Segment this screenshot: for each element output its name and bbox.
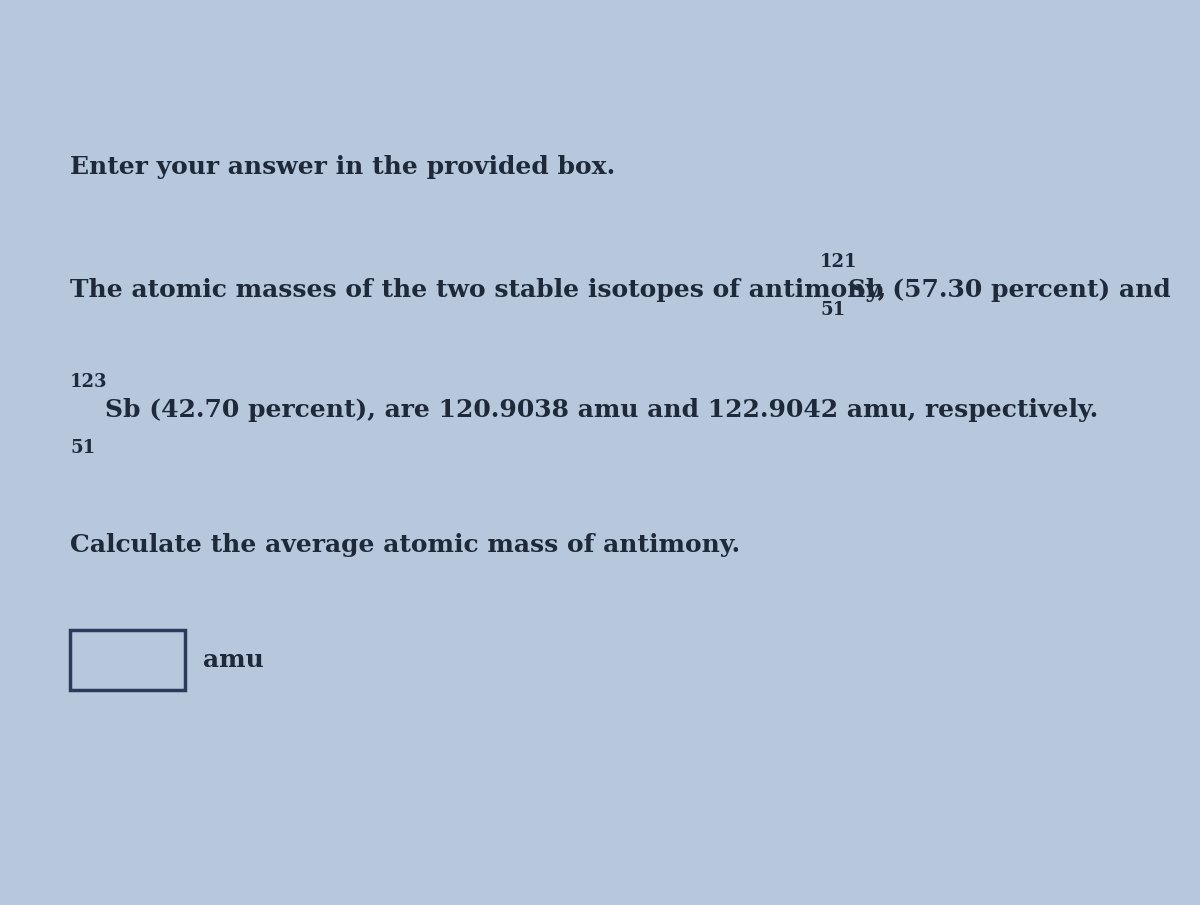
Text: The atomic masses of the two stable isotopes of antimony,: The atomic masses of the two stable isot… — [70, 278, 887, 302]
Text: 123: 123 — [70, 373, 108, 391]
Text: amu: amu — [203, 648, 264, 672]
Text: Calculate the average atomic mass of antimony.: Calculate the average atomic mass of ant… — [70, 533, 740, 557]
Text: Sb (42.70 percent), are 120.9038 amu and 122.9042 amu, respectively.: Sb (42.70 percent), are 120.9038 amu and… — [70, 398, 1098, 422]
Text: Enter your answer in the provided box.: Enter your answer in the provided box. — [70, 155, 616, 179]
FancyBboxPatch shape — [70, 630, 185, 690]
Text: Sb (57.30 percent) and: Sb (57.30 percent) and — [848, 278, 1171, 302]
Text: 51: 51 — [820, 301, 845, 319]
Text: 51: 51 — [70, 439, 95, 457]
Text: 121: 121 — [820, 253, 858, 271]
